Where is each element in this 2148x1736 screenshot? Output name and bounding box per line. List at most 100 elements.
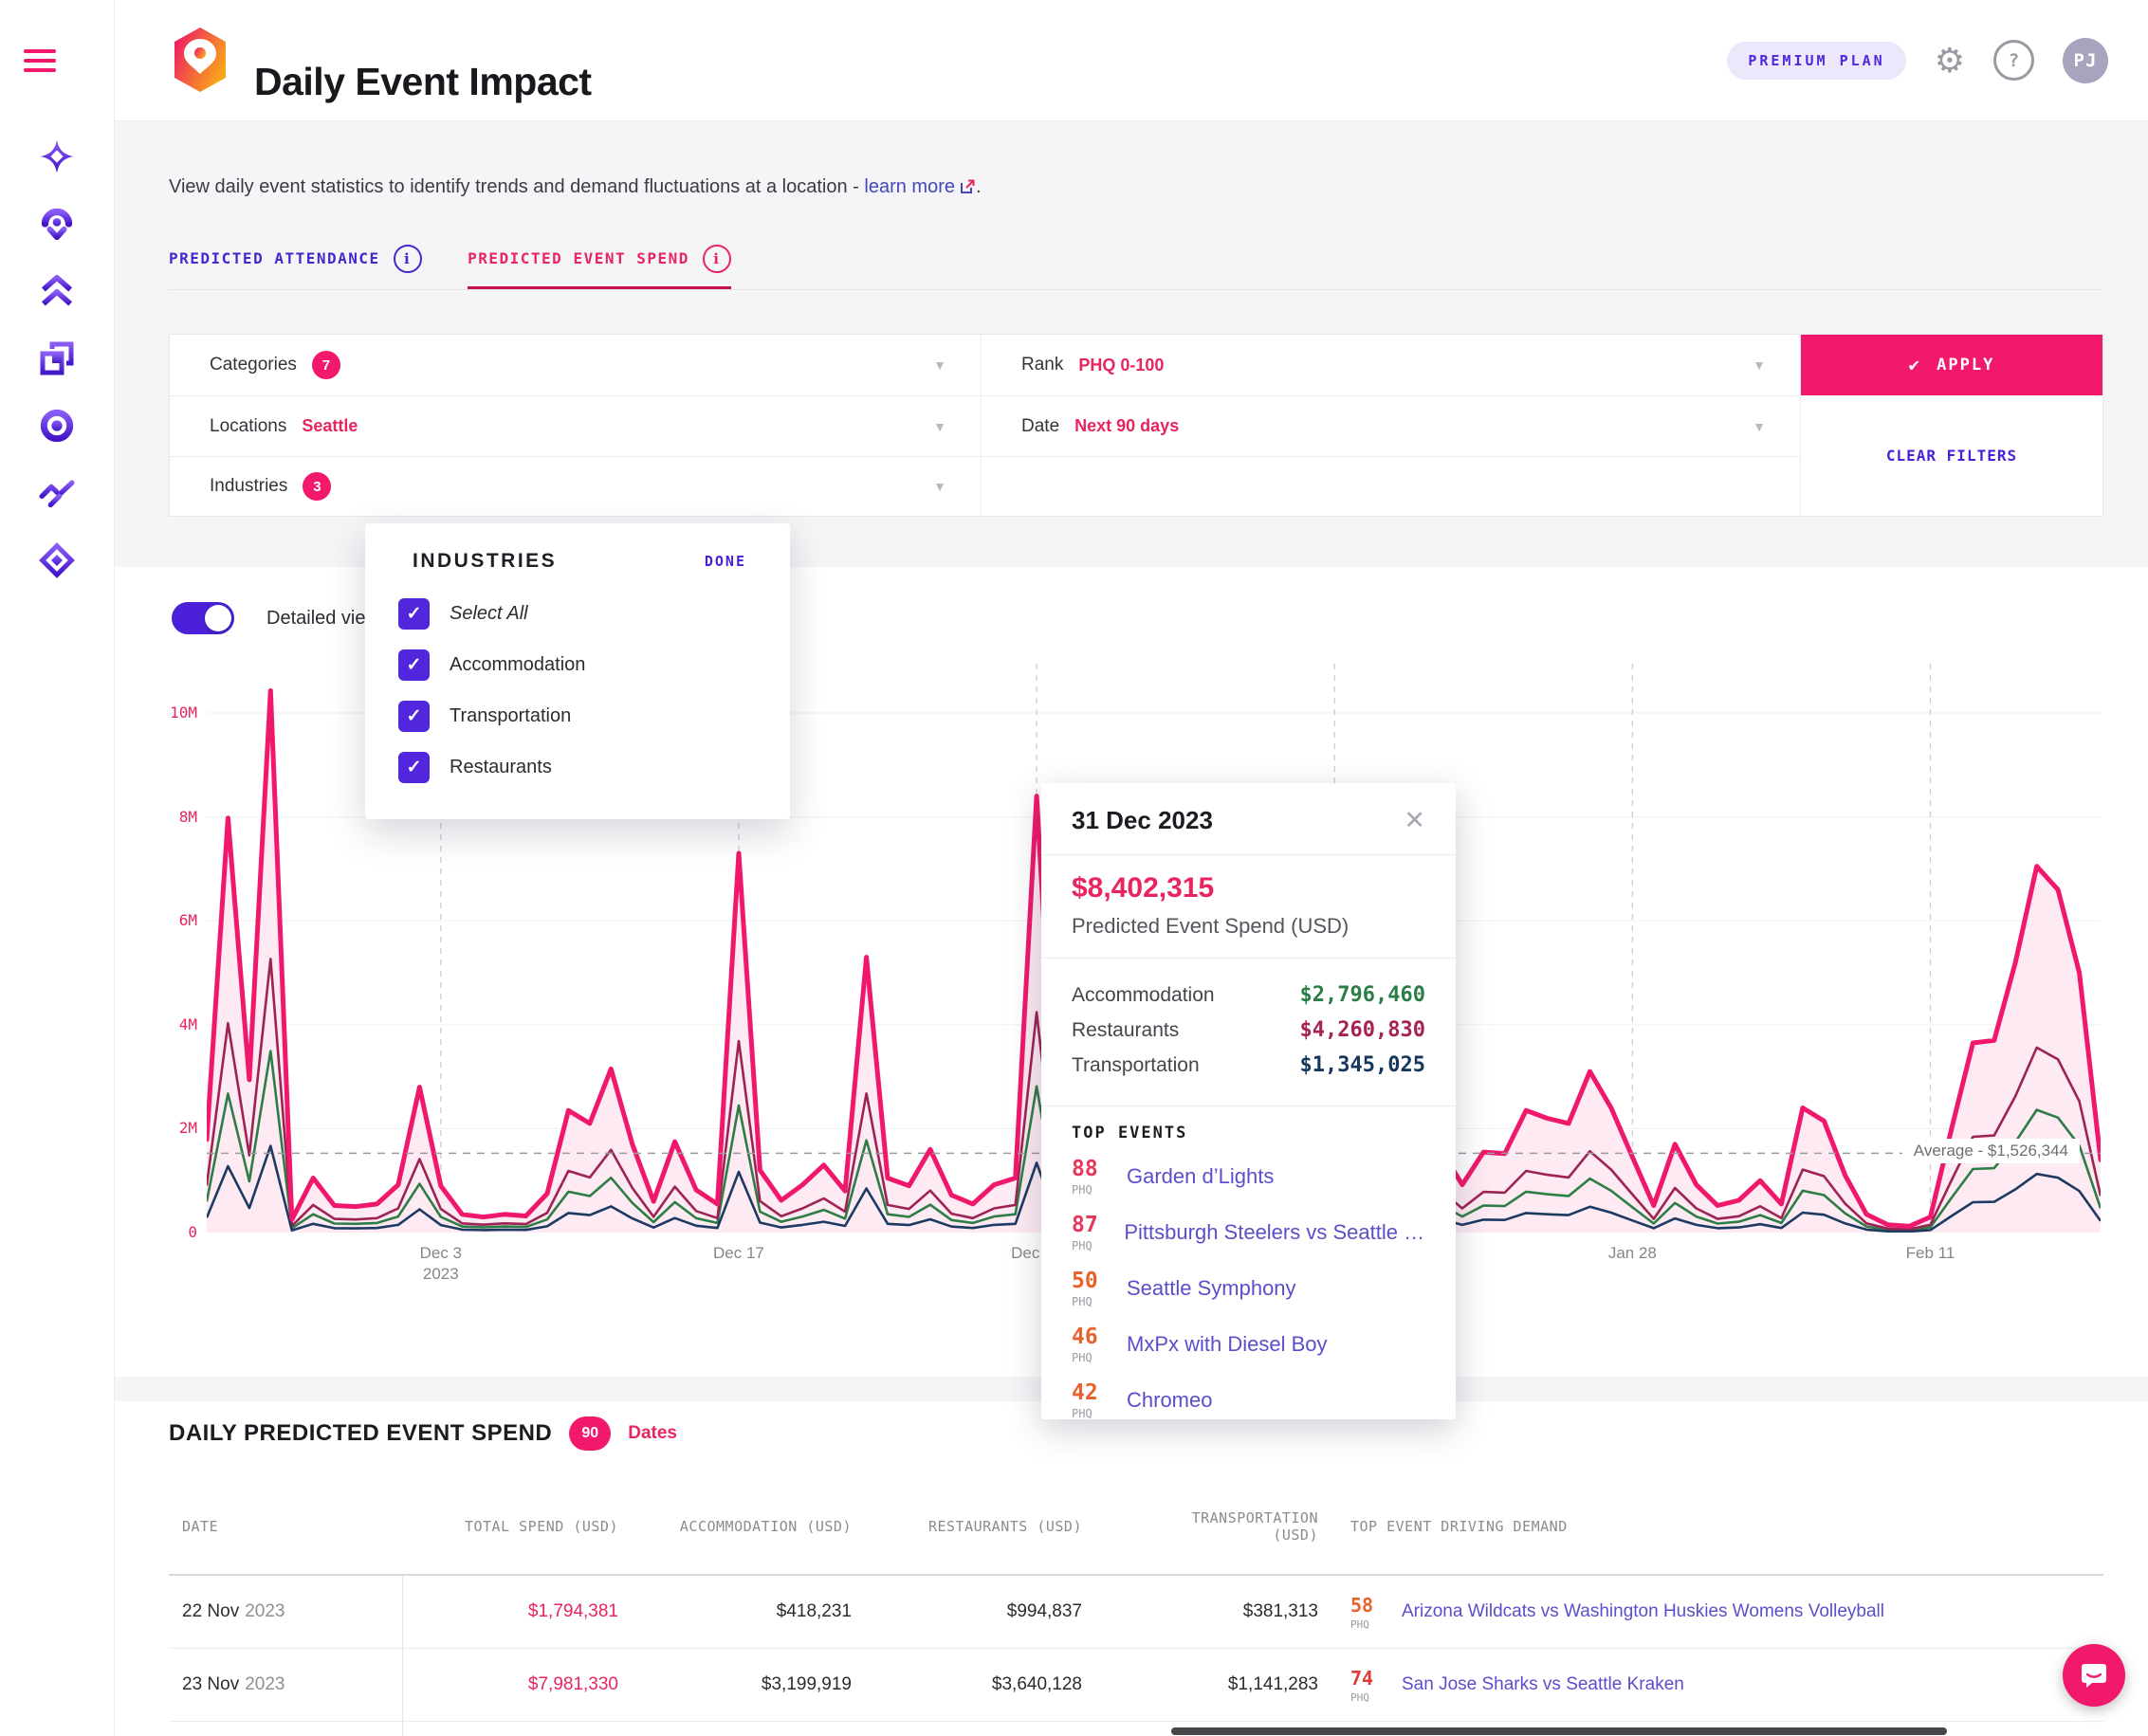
double-chevron-up-icon[interactable] [36, 270, 78, 312]
event-link[interactable]: San Jose Sharks vs Seattle Kraken [1402, 1674, 1684, 1694]
event-link[interactable]: Garden d’Lights [1127, 1163, 1275, 1188]
industries-count-badge: 3 [303, 472, 332, 501]
chat-bubble-button[interactable] [2063, 1644, 2125, 1707]
chevron-down-icon: ▼ [1753, 418, 1766, 434]
tooltip-breakdown-row: Transportation $1,345,025 [1072, 1048, 1425, 1083]
target-icon[interactable] [36, 405, 78, 447]
column-header: RESTAURANTS (USD) [927, 1518, 1082, 1535]
tooltip-industry-breakdown: Accommodation $2,796,460 Restaurants $4,260… [1041, 959, 1456, 1106]
breakdown-label: Restaurants [1072, 1018, 1180, 1041]
clear-filters-button[interactable]: CLEAR FILTERS [1881, 446, 2023, 466]
table-row: 24 Nov2023$2,940,693$1,044,524$1,394,530… [169, 1722, 2103, 1736]
event-link[interactable]: MxPx with Diesel Boy [1127, 1331, 1328, 1356]
event-link[interactable]: Seattle Symphony [1127, 1275, 1296, 1300]
tab-predicted-attendance[interactable]: PREDICTED ATTENDANCE i [169, 230, 422, 289]
top-event-item[interactable]: 42 PHQ Chromeo [1072, 1372, 1425, 1420]
date-cell: 23 Nov 2023 [169, 1649, 403, 1721]
x-axis-tick: Feb 11 [1905, 1244, 1955, 1262]
breakdown-label: Transportation [1072, 1053, 1200, 1076]
info-icon[interactable]: i [702, 244, 731, 273]
detailed-view-toggle[interactable] [172, 602, 234, 634]
phq-rank-badge: 88 PHQ [1072, 1156, 1098, 1197]
diamond-icon[interactable] [36, 539, 78, 581]
apply-button[interactable]: ✔ APPLY [1801, 335, 2102, 395]
top-event-item[interactable]: 87 PHQ Pittsburgh Steelers vs Seattle Se..… [1072, 1204, 1425, 1260]
locations-filter[interactable]: Locations Seattle ▼ [170, 395, 982, 456]
toggle-knob [205, 605, 231, 631]
info-icon[interactable]: i [393, 244, 422, 273]
accommodation-cell: $3,199,919 [761, 1674, 852, 1694]
settings-gear-icon[interactable]: ⚙ [1934, 40, 1965, 80]
help-icon[interactable]: ? [1993, 40, 2034, 81]
top-event-item[interactable]: 50 PHQ Seattle Symphony [1072, 1260, 1425, 1316]
event-link[interactable]: Chromeo [1127, 1387, 1213, 1412]
location-pin-icon[interactable] [36, 203, 78, 245]
industry-option[interactable]: ✓ Restaurants [398, 741, 790, 793]
industry-option-label: Transportation [450, 704, 572, 726]
dates-count-badge: 90 [569, 1416, 612, 1451]
tab-predicted-event-spend[interactable]: PREDICTED EVENT SPEND i [468, 230, 731, 289]
breakdown-value: $2,796,460 [1299, 983, 1425, 1007]
industries-filter[interactable]: Industries 3 ▼ [170, 456, 982, 516]
date-filter[interactable]: Date Next 90 days ▼ [982, 395, 1801, 456]
industry-option-label: Restaurants [450, 756, 552, 777]
column-header: DATE [182, 1518, 219, 1535]
rank-filter[interactable]: Rank PHQ 0-100 ▼ [982, 335, 1801, 395]
event-link[interactable]: Arizona Wildcats vs Washington Huskies W… [1402, 1601, 1884, 1621]
total-spend-cell: $7,981,330 [527, 1674, 618, 1694]
y-axis-tick: 8M [178, 807, 197, 826]
table-row: 22 Nov 2023 $1,794,381 $418,231 $994,837 $381… [169, 1576, 2103, 1649]
checkbox-checked-icon[interactable]: ✓ [398, 751, 430, 783]
tooltip-breakdown-row: Accommodation $2,796,460 [1072, 978, 1425, 1013]
industry-option[interactable]: ✓ Transportation [398, 690, 790, 741]
industries-list: ✓ Select All ✓ Accommodation ✓ Transportation… [365, 578, 790, 793]
tab-bar: PREDICTED ATTENDANCE i PREDICTED EVENT S… [169, 230, 2103, 290]
phq-rank-badge: 58 PHQ [1350, 1593, 1374, 1631]
industry-option[interactable]: ✓ Select All [398, 588, 790, 639]
horizontal-scrollbar[interactable] [1171, 1727, 1947, 1735]
check-icon: ✔ [1908, 355, 1922, 375]
chevron-down-icon: ▼ [933, 479, 946, 494]
user-avatar[interactable]: PJ [2063, 37, 2108, 83]
close-icon[interactable]: ✕ [1398, 807, 1431, 834]
table-header-row: DATE TOTAL SPEND (USD) ACCOMMODATION (USD)… [169, 1479, 2103, 1576]
restaurants-cell: $3,640,128 [991, 1674, 1082, 1694]
done-button[interactable]: DONE [699, 552, 752, 571]
y-axis-tick: 4M [178, 1014, 197, 1033]
total-spend-cell: $1,794,381 [527, 1601, 618, 1621]
chevron-down-icon: ▼ [933, 418, 946, 434]
learn-more-link[interactable]: learn more [864, 176, 955, 197]
breakdown-value: $1,345,025 [1299, 1053, 1425, 1077]
event-link[interactable]: Pittsburgh Steelers vs Seattle Se... [1124, 1219, 1425, 1244]
menu-icon[interactable] [24, 49, 56, 78]
daily-spend-table: DATE TOTAL SPEND (USD) ACCOMMODATION (USD)… [169, 1479, 2103, 1736]
column-header: TRANSPORTATION (USD) [1191, 1509, 1318, 1544]
tooltip-date: 31 Dec 2023 [1072, 806, 1213, 834]
sidebar-nav [0, 136, 114, 581]
predicthq-logo-icon [169, 26, 231, 99]
chevron-down-icon: ▼ [933, 357, 946, 373]
y-axis-tick: 10M [170, 704, 197, 722]
accommodation-cell: $418,231 [776, 1601, 852, 1621]
page-title: Daily Event Impact [254, 60, 592, 104]
top-event-cell: 74 PHQ San Jose Sharks vs Seattle Kraken [1318, 1667, 2103, 1704]
categories-filter[interactable]: Categories 7 ▼ [170, 335, 982, 395]
x-axis-tick: Jan 28 [1607, 1244, 1657, 1262]
checkbox-checked-icon[interactable]: ✓ [398, 700, 430, 732]
sparkle-icon[interactable] [36, 136, 78, 177]
industry-option[interactable]: ✓ Accommodation [398, 639, 790, 690]
overlapping-squares-icon[interactable] [36, 338, 78, 379]
top-event-item[interactable]: 46 PHQ MxPx with Diesel Boy [1072, 1316, 1425, 1372]
transportation-cell: $1,141,283 [1227, 1674, 1318, 1694]
checkbox-checked-icon[interactable]: ✓ [398, 597, 430, 630]
dropdown-title: INDUSTRIES [413, 550, 558, 572]
checkbox-checked-icon[interactable]: ✓ [398, 649, 430, 681]
activity-zigzag-icon[interactable] [36, 472, 78, 514]
detailed-view-label: Detailed view [266, 607, 379, 629]
phq-rank-badge: 87 PHQ [1072, 1212, 1098, 1252]
clear-filters-container: CLEAR FILTERS [1801, 395, 2102, 516]
filter-card: Categories 7 ▼ Rank PHQ 0-100 ▼ ✔ APPLY … [169, 334, 2103, 517]
top-event-item[interactable]: 88 PHQ Garden d’Lights [1072, 1148, 1425, 1204]
